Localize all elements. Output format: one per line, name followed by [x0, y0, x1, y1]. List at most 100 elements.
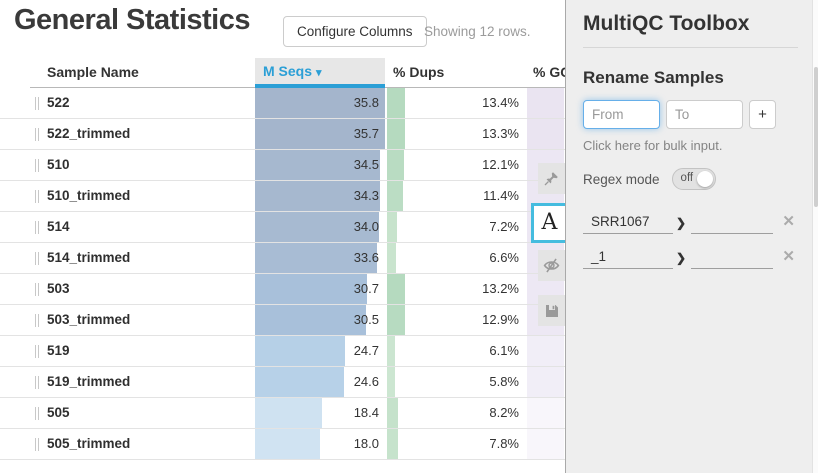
mseqs-value: 30.7 — [353, 281, 379, 296]
drag-handle-icon[interactable] — [35, 407, 41, 425]
mseqs-cell: 34.3 — [255, 181, 385, 211]
dups-bar — [387, 367, 395, 397]
dups-bar — [387, 88, 406, 118]
mseqs-cell: 18.0 — [255, 429, 385, 459]
floppy-icon — [545, 304, 558, 317]
dups-value: 6.6% — [489, 250, 519, 265]
sample-name: 505 — [47, 405, 70, 420]
gc-bar — [527, 88, 564, 118]
scrollbar-track[interactable] — [812, 0, 818, 473]
drag-handle-icon[interactable] — [35, 221, 41, 239]
bulk-input-link[interactable]: Click here for bulk input. — [583, 138, 723, 153]
pushpin-icon — [544, 172, 558, 186]
drag-handle-icon[interactable] — [35, 376, 41, 394]
col-header-mseqs[interactable]: M Seqs ▾ — [255, 58, 385, 84]
col-header-sample-name[interactable]: Sample Name — [47, 64, 139, 80]
col-header-dups[interactable]: % Dups — [393, 64, 445, 80]
drag-handle-icon[interactable] — [35, 128, 41, 146]
mseqs-value: 33.6 — [353, 250, 379, 265]
table-row: 505 18.4 8.2% — [0, 398, 566, 429]
table-row: 505_trimmed 18.0 7.8% — [0, 429, 566, 460]
mseqs-cell: 24.6 — [255, 367, 385, 397]
drag-handle-icon[interactable] — [35, 345, 41, 363]
dups-cell: 13.3% — [387, 119, 525, 149]
mseqs-value: 34.0 — [353, 219, 379, 234]
dups-value: 7.2% — [489, 219, 519, 234]
gc-bar — [527, 336, 564, 366]
drag-handle-icon[interactable] — [35, 438, 41, 456]
dups-cell: 7.8% — [387, 429, 525, 459]
mseqs-value: 18.4 — [353, 405, 379, 420]
configure-columns-button[interactable]: Configure Columns — [283, 16, 427, 47]
toolbox-tab-highlight[interactable] — [538, 163, 565, 194]
mseqs-bar — [255, 88, 385, 118]
dups-bar — [387, 336, 396, 366]
toolbox-tab-hide-samples[interactable] — [538, 250, 565, 281]
sample-name: 510 — [47, 157, 70, 172]
mseqs-cell: 35.8 — [255, 88, 385, 118]
mseqs-cell: 34.5 — [255, 150, 385, 180]
dups-value: 12.1% — [482, 157, 519, 172]
rename-entry-to[interactable] — [691, 248, 774, 269]
dups-bar — [387, 243, 397, 273]
mseqs-value: 35.7 — [353, 126, 379, 141]
chevron-right-icon: ❯ — [676, 251, 687, 265]
mseqs-bar — [255, 336, 345, 366]
mseqs-cell: 34.0 — [255, 212, 385, 242]
mseqs-bar — [255, 181, 380, 211]
chevron-right-icon: ❯ — [676, 216, 687, 230]
dups-cell: 8.2% — [387, 398, 525, 428]
drag-handle-icon[interactable] — [35, 283, 41, 301]
toolbox-tab-rename[interactable]: A — [531, 203, 565, 243]
drag-handle-icon[interactable] — [35, 159, 41, 177]
mseqs-value: 34.3 — [353, 188, 379, 203]
regex-toggle-state: off — [680, 172, 694, 184]
drag-handle-icon[interactable] — [35, 252, 41, 270]
drag-handle-icon[interactable] — [35, 97, 41, 115]
sample-name: 522 — [47, 95, 70, 110]
drag-handle-icon[interactable] — [35, 190, 41, 208]
drag-handle-icon[interactable] — [35, 314, 41, 332]
table-row: 510_trimmed 34.3 11.4% — [0, 181, 566, 212]
gc-bar — [527, 119, 564, 149]
dups-bar — [387, 181, 403, 211]
sample-name: 519 — [47, 343, 70, 358]
dups-value: 5.8% — [489, 374, 519, 389]
remove-rename-button[interactable]: ✕ — [782, 212, 795, 234]
regex-mode-label: Regex mode — [583, 171, 660, 187]
sorted-column-underline — [255, 84, 385, 88]
dups-cell: 5.8% — [387, 367, 525, 397]
rename-entry: _1 ❯ ✕ — [583, 242, 798, 269]
col-header-gc[interactable]: % GC — [533, 64, 571, 80]
sample-name: 514_trimmed — [47, 250, 131, 265]
sample-name: 503_trimmed — [47, 312, 131, 327]
rename-to-input[interactable] — [666, 100, 743, 129]
toggle-knob-icon — [696, 171, 713, 187]
dups-bar — [387, 429, 398, 459]
row-count-text: Showing 12 rows. — [424, 24, 531, 39]
mseqs-value: 24.7 — [353, 343, 379, 358]
toolbox-tab-save[interactable] — [538, 295, 565, 326]
remove-rename-button[interactable]: ✕ — [782, 247, 795, 269]
dups-cell: 11.4% — [387, 181, 525, 211]
dups-cell: 6.6% — [387, 243, 525, 273]
toolbox-title: MultiQC Toolbox — [583, 12, 750, 35]
dups-bar — [387, 212, 397, 242]
rename-entry-from[interactable]: SRR1067 — [583, 214, 673, 234]
table-row: 522 35.8 13.4% — [0, 88, 566, 119]
sample-name: 510_trimmed — [47, 188, 131, 203]
regex-toggle[interactable]: off — [671, 168, 716, 190]
dups-bar — [387, 274, 406, 304]
add-rename-button[interactable]: + — [749, 100, 776, 129]
eye-slash-icon — [543, 258, 560, 273]
rename-entry-from[interactable]: _1 — [583, 249, 673, 269]
rename-from-input[interactable] — [583, 100, 660, 129]
toolbox-divider — [583, 47, 798, 48]
mseqs-bar — [255, 398, 322, 428]
rename-list: SRR1067 ❯ ✕ _1 ❯ ✕ — [583, 207, 798, 269]
scrollbar-thumb[interactable] — [814, 67, 818, 207]
letter-a-icon: A — [541, 210, 558, 235]
mseqs-value: 34.5 — [353, 157, 379, 172]
rename-entry-to[interactable] — [691, 213, 774, 234]
